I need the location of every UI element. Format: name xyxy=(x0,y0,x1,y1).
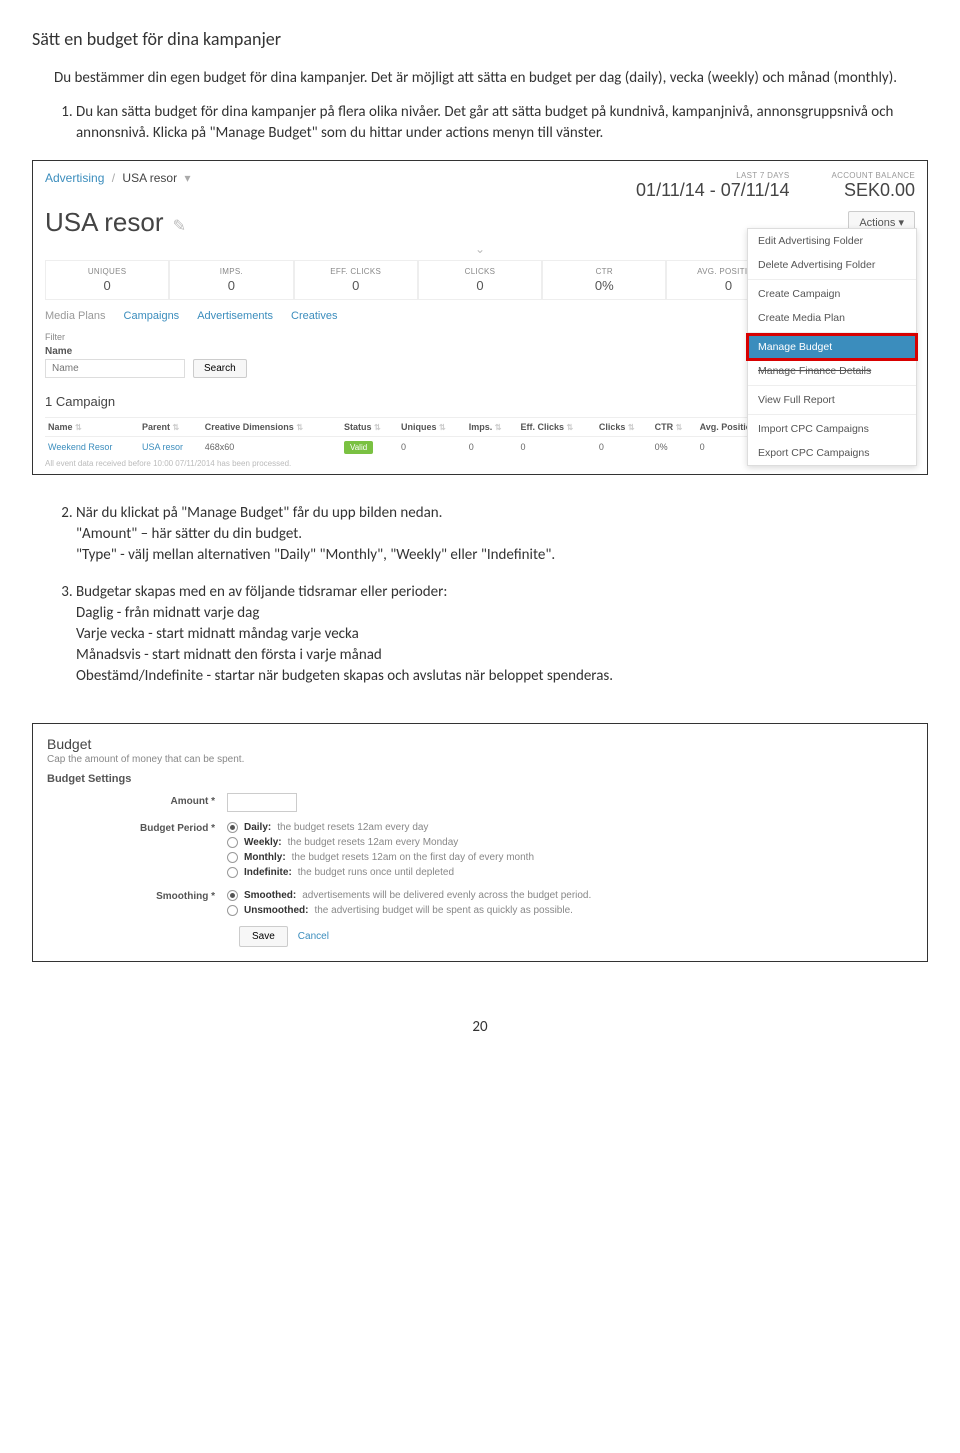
metric-card: EFF. CLICKS0 xyxy=(294,260,418,300)
row-clicks: 0 xyxy=(596,437,652,458)
doc-title: Sätt en budget för dina kampanjer xyxy=(32,28,928,50)
table-header[interactable]: Clicks ⇅ xyxy=(596,418,652,437)
row-eff: 0 xyxy=(517,437,595,458)
radio-option[interactable]: Indefinite: the budget runs once until d… xyxy=(227,865,913,880)
row-ctr: 0% xyxy=(652,437,697,458)
radio-icon[interactable] xyxy=(227,905,238,916)
radio-icon[interactable] xyxy=(227,837,238,848)
row-dim: 468x60 xyxy=(202,437,341,458)
menu-manage-finance[interactable]: Manage Finance Details xyxy=(748,359,916,383)
date-range[interactable]: 01/11/14 - 07/11/14 xyxy=(636,180,789,201)
radio-option[interactable]: Unsmoothed: the advertising budget will … xyxy=(227,903,913,918)
metric-card: IMPS.0 xyxy=(169,260,293,300)
chevron-down-icon[interactable]: ▾ xyxy=(184,171,190,185)
row-parent[interactable]: USA resor xyxy=(139,437,202,458)
balance-label: ACCOUNT BALANCE xyxy=(832,171,915,180)
table-header[interactable]: Parent ⇅ xyxy=(139,418,202,437)
period-label: Budget Period * xyxy=(47,820,227,834)
doc-point-1: Du kan sätta budget för dina kampanjer p… xyxy=(76,102,928,144)
breadcrumb-sep: / xyxy=(112,171,115,185)
page-title: USA resor xyxy=(45,207,164,237)
radio-icon[interactable] xyxy=(227,890,238,901)
radio-option[interactable]: Monthly: the budget resets 12am on the f… xyxy=(227,850,913,865)
campaign-count: 1 Campaign xyxy=(45,394,115,409)
balance-value: SEK0.00 xyxy=(832,180,915,201)
radio-option[interactable]: Weekly: the budget resets 12am every Mon… xyxy=(227,835,913,850)
doc-intro: Du bestämmer din egen budget för dina ka… xyxy=(54,68,928,88)
metric-card: UNIQUES0 xyxy=(45,260,169,300)
search-button[interactable]: Search xyxy=(193,359,247,378)
breadcrumb-current: USA resor xyxy=(122,171,177,185)
metric-card: CTR0% xyxy=(542,260,666,300)
tab-advertisements[interactable]: Advertisements xyxy=(197,310,273,322)
screenshot-campaign-dashboard: Advertising / USA resor ▾ LAST 7 DAYS 01… xyxy=(32,160,928,475)
radio-option[interactable]: Daily: the budget resets 12am every day xyxy=(227,820,913,835)
row-uniques: 0 xyxy=(398,437,466,458)
actions-dropdown: Edit Advertising Folder Delete Advertisi… xyxy=(747,228,917,466)
budget-section: Budget Settings xyxy=(47,773,913,785)
menu-view-report[interactable]: View Full Report xyxy=(748,388,916,412)
table-header[interactable]: CTR ⇅ xyxy=(652,418,697,437)
budget-subtitle: Cap the amount of money that can be spen… xyxy=(47,754,913,765)
radio-icon[interactable] xyxy=(227,867,238,878)
doc-point-2: När du klickat på "Manage Budget" får du… xyxy=(76,503,928,566)
table-header[interactable]: Eff. Clicks ⇅ xyxy=(517,418,595,437)
budget-title: Budget xyxy=(47,736,913,752)
edit-icon[interactable]: ✎ xyxy=(173,218,186,235)
doc-point-3: Budgetar skapas med en av följande tidsr… xyxy=(76,582,928,687)
menu-manage-budget[interactable]: Manage Budget xyxy=(748,335,916,359)
menu-create-campaign[interactable]: Create Campaign xyxy=(748,282,916,306)
menu-import-cpc[interactable]: Import CPC Campaigns xyxy=(748,417,916,441)
cancel-link[interactable]: Cancel xyxy=(298,931,329,942)
save-button[interactable]: Save xyxy=(239,926,288,947)
radio-option[interactable]: Smoothed: advertisements will be deliver… xyxy=(227,888,913,903)
tab-media-plans[interactable]: Media Plans xyxy=(45,310,106,322)
metric-card: CLICKS0 xyxy=(418,260,542,300)
tab-campaigns[interactable]: Campaigns xyxy=(124,310,180,322)
radio-icon[interactable] xyxy=(227,822,238,833)
date-range-label: LAST 7 DAYS xyxy=(636,171,789,180)
table-header[interactable]: Status ⇅ xyxy=(341,418,398,437)
table-header[interactable]: Name ⇅ xyxy=(45,418,139,437)
page-number: 20 xyxy=(32,1018,928,1036)
breadcrumb: Advertising / USA resor ▾ xyxy=(45,171,194,185)
breadcrumb-root[interactable]: Advertising xyxy=(45,171,104,185)
menu-export-cpc[interactable]: Export CPC Campaigns xyxy=(748,441,916,465)
amount-input[interactable] xyxy=(227,793,297,812)
row-name[interactable]: Weekend Resor xyxy=(45,437,139,458)
menu-edit-folder[interactable]: Edit Advertising Folder xyxy=(748,229,916,253)
table-header[interactable]: Uniques ⇅ xyxy=(398,418,466,437)
tab-creatives[interactable]: Creatives xyxy=(291,310,337,322)
radio-icon[interactable] xyxy=(227,852,238,863)
row-imps: 0 xyxy=(466,437,518,458)
amount-label: Amount * xyxy=(47,793,227,807)
table-header[interactable]: Imps. ⇅ xyxy=(466,418,518,437)
menu-delete-folder[interactable]: Delete Advertising Folder xyxy=(748,253,916,277)
menu-create-media-plan[interactable]: Create Media Plan xyxy=(748,306,916,330)
screenshot-budget-form: Budget Cap the amount of money that can … xyxy=(32,723,928,962)
smoothing-label: Smoothing * xyxy=(47,888,227,902)
table-header[interactable]: Creative Dimensions ⇅ xyxy=(202,418,341,437)
filter-name-input[interactable] xyxy=(45,359,185,378)
status-badge: Valid xyxy=(344,441,373,454)
